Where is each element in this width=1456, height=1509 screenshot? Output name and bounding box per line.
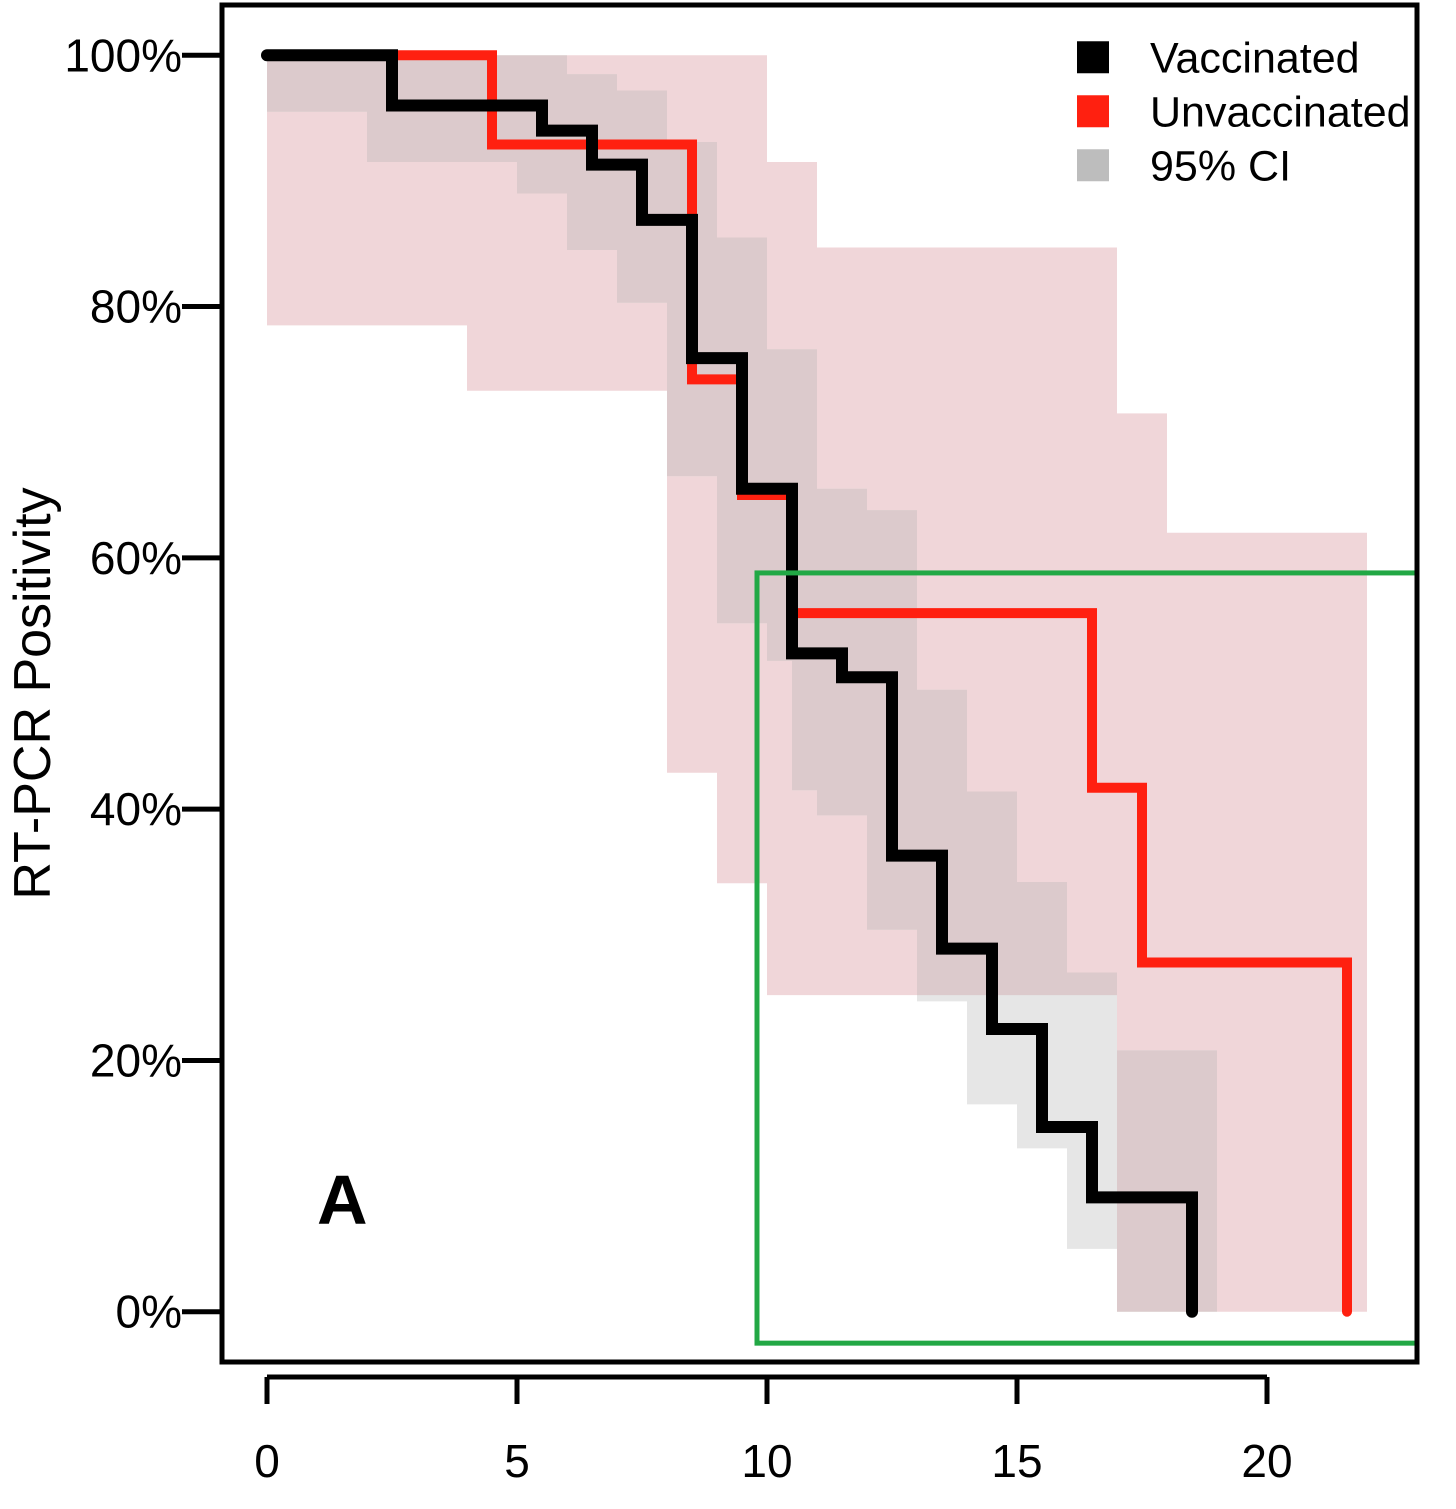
y-axis-title: RT-PCR Positivity	[4, 487, 62, 899]
x-tick-label: 5	[504, 1435, 530, 1487]
legend-swatch	[1077, 95, 1109, 128]
y-tick-label: 0%	[116, 1286, 182, 1338]
legend: Vaccinated Unvaccinated 95% CI	[1077, 34, 1411, 190]
y-axis: 0% 20% 40% 60% 80% 100%	[64, 29, 222, 1338]
y-tick-label: 40%	[90, 783, 182, 835]
vaccinated-curve	[261, 49, 1198, 1318]
x-axis: 0 5 10 15 20	[254, 1374, 1293, 1487]
x-tick-label: 20	[1241, 1435, 1292, 1487]
panel-label: A	[317, 1161, 368, 1239]
legend-swatch	[1077, 41, 1109, 74]
x-tick-label: 10	[741, 1435, 792, 1487]
legend-label: Vaccinated	[1150, 34, 1360, 82]
y-tick-label: 60%	[90, 532, 182, 584]
y-tick-label: 80%	[90, 281, 182, 333]
legend-label: 95% CI	[1150, 142, 1291, 190]
plot-frame	[219, 2, 1420, 1365]
vaccinated-ci-band	[267, 55, 1217, 1312]
legend-swatch	[1077, 149, 1109, 182]
y-tick-label: 100%	[64, 29, 182, 81]
confidence-bands	[267, 55, 1367, 1312]
legend-label: Unvaccinated	[1150, 88, 1411, 136]
x-tick-label: 15	[991, 1435, 1042, 1487]
x-tick-label: 0	[254, 1435, 280, 1487]
survival-curves	[261, 49, 1352, 1318]
y-tick-label: 20%	[90, 1034, 182, 1086]
